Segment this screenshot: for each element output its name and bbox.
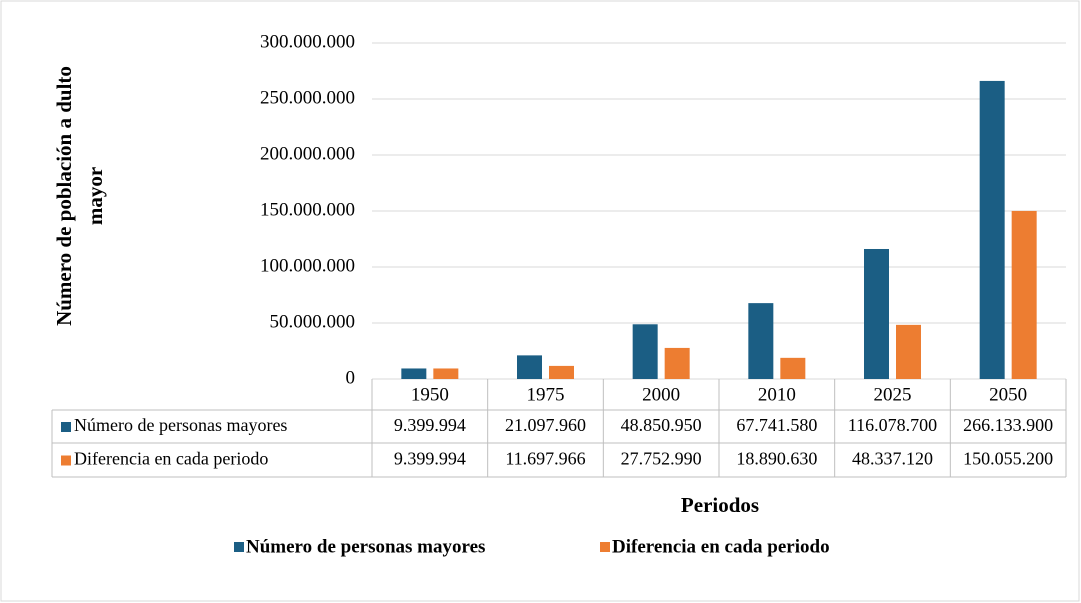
x-tick-label: 2050	[989, 384, 1027, 405]
table-legend-swatch	[61, 422, 71, 432]
bar	[748, 303, 774, 379]
bar	[433, 368, 459, 379]
table-row-label: Diferencia en cada periodo	[74, 449, 268, 469]
legend-swatch	[234, 542, 244, 552]
table-cell: 11.697.966	[505, 449, 585, 469]
y-tick-label: 50.000.000	[270, 311, 356, 332]
bar	[664, 347, 690, 379]
table-cell: 9.399.994	[394, 449, 466, 469]
bar	[517, 355, 542, 379]
table-cell: 21.097.960	[505, 415, 586, 435]
x-tick-label: 2025	[874, 384, 912, 405]
y-tick-label: 150.000.000	[260, 199, 355, 220]
table-cell: 9.399.994	[394, 415, 466, 435]
x-axis-title: Periodos	[681, 493, 759, 517]
bar	[979, 80, 1005, 380]
x-tick-label: 1975	[527, 384, 565, 405]
y-tick-label: 0	[346, 367, 356, 388]
table-cell: 27.752.990	[621, 449, 702, 469]
table-cell: 266.133.900	[963, 415, 1053, 435]
table-cell: 150.055.200	[963, 449, 1053, 469]
x-tick-label: 2010	[758, 384, 796, 405]
bar	[864, 248, 889, 379]
y-tick-label: 250.000.000	[260, 87, 355, 108]
y-tick-label: 200.000.000	[260, 143, 355, 164]
bar	[1011, 210, 1037, 379]
table-row-label: Número de personas mayores	[74, 415, 287, 435]
bar	[896, 324, 921, 379]
x-tick-label: 1950	[411, 384, 449, 405]
table-cell: 18.890.630	[736, 449, 817, 469]
y-axis-title: Número de población a dulto mayor	[52, 66, 107, 326]
y-tick-label: 100.000.000	[260, 255, 355, 276]
table-legend-swatch	[61, 455, 71, 466]
bar	[401, 368, 427, 379]
y-tick-label: 300.000.000	[260, 31, 355, 52]
legend-swatch	[600, 542, 610, 552]
table-cell: 48.850.950	[621, 415, 702, 435]
table-cell: 116.078.700	[848, 415, 937, 435]
legend-label: Diferencia en cada periodo	[612, 536, 830, 557]
table-cell: 48.337.120	[852, 449, 933, 469]
bar	[549, 365, 574, 379]
legend-label: Número de personas mayores	[246, 536, 485, 557]
x-tick-label: 2000	[642, 384, 680, 405]
bar	[632, 324, 658, 379]
table-cell: 67.741.580	[736, 415, 817, 435]
bar	[780, 357, 806, 379]
